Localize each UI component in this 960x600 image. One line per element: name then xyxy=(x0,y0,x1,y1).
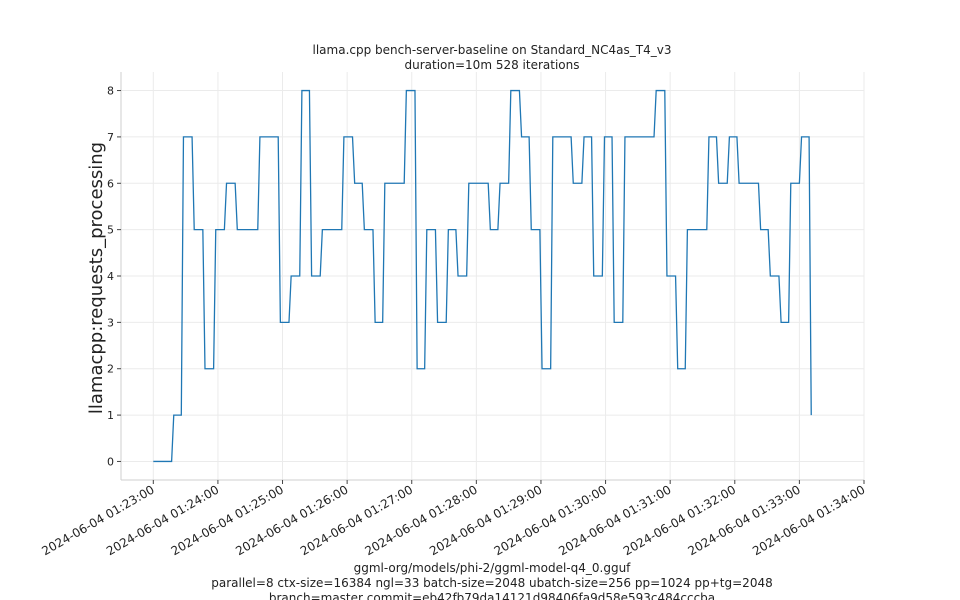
y-axis-label: llamacpp:requests_processing xyxy=(86,142,107,414)
series-line-requests-processing xyxy=(153,89,812,463)
x-tick-label: 2024-06-04 01:25:00 xyxy=(169,482,286,558)
y-tick-label: 8 xyxy=(107,85,114,98)
y-tick-label: 2 xyxy=(107,363,114,376)
x-tick-label: 2024-06-04 01:34:00 xyxy=(750,482,867,558)
y-tick-label: 4 xyxy=(107,270,114,283)
x-tick-label: 2024-06-04 01:27:00 xyxy=(298,482,415,558)
y-tick-label: 5 xyxy=(107,224,114,237)
x-tick-label: 2024-06-04 01:24:00 xyxy=(104,482,221,558)
grid xyxy=(121,72,865,480)
x-axis-label-line-3: branch=master commit=eb42fb79da14121d984… xyxy=(269,591,715,600)
y-tick-label: 3 xyxy=(107,316,114,329)
y-tick-label: 0 xyxy=(107,455,114,468)
x-axis-label-line-2: parallel=8 ctx-size=16384 ngl=33 batch-s… xyxy=(211,576,772,590)
chart-title: llama.cpp bench-server-baseline on Stand… xyxy=(313,43,672,57)
x-tick-label: 2024-06-04 01:33:00 xyxy=(686,482,803,558)
y-tick-label: 1 xyxy=(107,409,114,422)
x-axis-label-line-1: ggml-org/models/phi-2/ggml-model-q4_0.gg… xyxy=(354,561,632,575)
y-tick-label: 7 xyxy=(107,131,114,144)
x-tick-label: 2024-06-04 01:28:00 xyxy=(362,482,479,558)
x-tick-label: 2024-06-04 01:31:00 xyxy=(556,482,673,558)
x-tick-label: 2024-06-04 01:23:00 xyxy=(39,482,156,558)
x-tick-label: 2024-06-04 01:26:00 xyxy=(233,482,350,558)
x-tick-label: 2024-06-04 01:29:00 xyxy=(427,482,544,558)
x-tick-label: 2024-06-04 01:30:00 xyxy=(492,482,609,558)
y-tick-label: 6 xyxy=(107,177,114,190)
y-axis-ticks: 0 1 2 3 4 5 6 7 8 xyxy=(107,85,121,468)
chart-subtitle: duration=10m 528 iterations xyxy=(405,58,580,72)
x-tick-label: 2024-06-04 01:32:00 xyxy=(621,482,738,558)
